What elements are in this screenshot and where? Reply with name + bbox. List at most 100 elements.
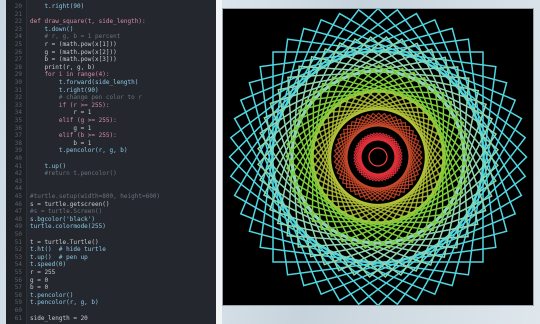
code-line[interactable]: 56 g = 0	[6, 276, 216, 285]
square-stroke	[339, 118, 417, 196]
code-line[interactable]: 58 t.pencolor()	[6, 291, 216, 300]
code-text: t.right(90)	[30, 86, 99, 94]
code-text: s = turtle.getscreen()	[30, 200, 110, 208]
pane-divider[interactable]	[216, 0, 222, 324]
square-stroke	[297, 76, 459, 238]
code-line[interactable]: 53 t.up() # pen up	[6, 253, 216, 262]
code-text: t.up() # pen up	[30, 253, 88, 261]
square-stroke	[317, 96, 439, 218]
code-line[interactable]: 39 t.pencolor(r, g, b)	[6, 146, 216, 155]
code-text: if (r >= 255):	[30, 101, 110, 109]
code-line[interactable]: 47 #s = turtle.Screen()	[6, 207, 216, 216]
code-text: # r, g, b = 1 percent	[30, 33, 121, 41]
square-stroke	[326, 105, 430, 209]
code-line[interactable]: 57 b = 0	[6, 283, 216, 292]
code-line[interactable]: 36 g = 1	[6, 124, 216, 133]
code-line[interactable]: 24 # r, g, b = 1 percent	[6, 32, 216, 41]
code-line[interactable]: 44	[6, 184, 216, 193]
code-text: elif (g >= 255):	[30, 117, 117, 124]
code-text: g = 1	[30, 124, 92, 132]
code-line[interactable]: 34 r = 1	[6, 108, 216, 117]
line-number: 26	[14, 48, 22, 56]
line-number-gutter	[6, 0, 27, 324]
code-text: #s = turtle.Screen()	[30, 208, 103, 216]
code-line[interactable]: 20 t.right(90)	[6, 2, 216, 11]
code-text: t.down()	[30, 25, 74, 33]
code-line[interactable]: 22 def draw_square(t, side_length):	[6, 17, 216, 26]
code-line[interactable]: 46 s = turtle.getscreen()	[6, 200, 216, 209]
turtle-graphics-window	[222, 8, 534, 306]
code-line[interactable]: 54 t.speed(0)	[6, 260, 216, 269]
line-number: 48	[14, 215, 22, 223]
code-text: s.bgcolor('black')	[30, 215, 96, 223]
code-line[interactable]: 37 elif (b >= 255):	[6, 131, 216, 140]
code-line[interactable]: 21	[6, 10, 216, 19]
square-stroke	[256, 35, 500, 279]
code-text: # change pen color to r	[30, 94, 142, 102]
code-line[interactable]: 49 turtle.colormode(255)	[6, 222, 216, 231]
square-stroke	[229, 9, 527, 305]
line-number: 28	[14, 63, 22, 71]
code-text: for i in range(4):	[30, 71, 110, 79]
code-line[interactable]: 61 side_length = 20	[6, 314, 216, 323]
code-text: turtle.colormode(255)	[30, 223, 106, 231]
code-text: r = 255	[30, 269, 56, 276]
code-editor[interactable]: 20 t.right(90) 21 22 def draw_square(t, sid…	[6, 0, 216, 324]
code-line[interactable]: 27 b = (math.pow(x[3]))	[6, 55, 216, 64]
square-stroke	[336, 115, 420, 199]
code-line[interactable]: 59 t.pencolor(r, g, b)	[6, 298, 216, 307]
square-stroke	[248, 27, 508, 287]
code-line[interactable]: 41 t.up()	[6, 162, 216, 171]
line-number: 52	[14, 246, 22, 254]
code-line[interactable]: 29 for i in range(4):	[6, 70, 216, 79]
code-line[interactable]: 28 print(r, g, b)	[6, 63, 216, 72]
square-stroke	[292, 71, 464, 243]
line-number: 43	[14, 177, 22, 185]
line-number: 31	[14, 86, 22, 94]
code-line[interactable]: 40	[6, 154, 216, 163]
line-number: 23	[14, 25, 22, 33]
code-line[interactable]: 42 #return t.pencolor()	[6, 169, 216, 178]
code-text: print(r, g, b)	[30, 63, 96, 71]
code-line[interactable]: 55 r = 255	[6, 268, 216, 277]
line-number: 33	[14, 101, 22, 109]
code-text: elif (b >= 255):	[30, 132, 117, 140]
line-number: 37	[14, 132, 22, 140]
code-line[interactable]: 26 g = (math.pow(x[2]))	[6, 48, 216, 57]
square-stroke	[303, 82, 453, 232]
line-number: 49	[14, 223, 22, 231]
code-line[interactable]: 48 s.bgcolor('black')	[6, 215, 216, 224]
line-number: 22	[14, 18, 22, 26]
code-text: def draw_square(t, side_length):	[30, 18, 146, 26]
code-line[interactable]: 23 t.down()	[6, 25, 216, 34]
code-line[interactable]: 45 #turtle.setup(width=800, height=600)	[6, 192, 216, 201]
code-line[interactable]: 31 t.right(90)	[6, 86, 216, 95]
line-number: 45	[14, 193, 22, 200]
line-number: 44	[14, 185, 22, 193]
code-text: side_length = 20	[30, 314, 88, 322]
code-text: t.up()	[30, 162, 67, 170]
line-number: 40	[14, 155, 22, 162]
code-text: #return t.pencolor()	[30, 170, 117, 178]
line-number: 36	[14, 124, 22, 132]
code-line[interactable]: 50	[6, 230, 216, 239]
code-text: b = 0	[30, 284, 49, 292]
code-line[interactable]: 35 elif (g >= 255):	[6, 116, 216, 125]
square-stroke	[228, 9, 528, 305]
code-line[interactable]: 43	[6, 177, 216, 186]
code-line[interactable]: 38 b = 1	[6, 139, 216, 148]
code-text: t.speed(0)	[30, 261, 67, 269]
line-number: 58	[14, 291, 22, 299]
line-number: 61	[14, 314, 22, 322]
code-line[interactable]: 33 if (r >= 255):	[6, 101, 216, 110]
code-line[interactable]: 25 r = (math.pow(x[1]))	[6, 40, 216, 49]
code-line[interactable]: 32 # change pen color to r	[6, 93, 216, 102]
code-text: t.pencolor()	[30, 291, 74, 299]
line-number: 34	[14, 109, 22, 117]
code-line[interactable]: 30 t.forward(side_length)	[6, 78, 216, 87]
code-line[interactable]: 60	[6, 306, 216, 315]
code-line[interactable]: 51 t = turtle.Turtle()	[6, 238, 216, 247]
code-line[interactable]: 52 t.ht() # hide turtle	[6, 245, 216, 254]
square-stroke	[239, 18, 517, 296]
square-stroke	[239, 18, 517, 296]
